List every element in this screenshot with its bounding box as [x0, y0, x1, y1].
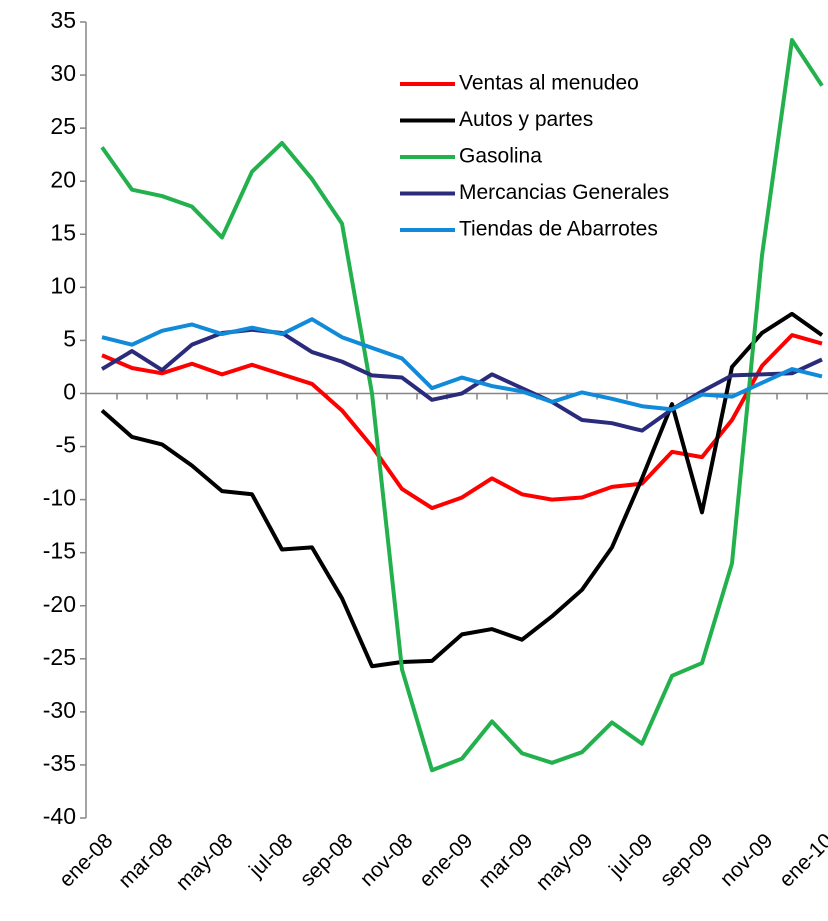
y-tick-label: -10 [43, 485, 76, 511]
x-tick-label: ene-08 [55, 829, 118, 892]
legend-label: Ventas al menudeo [459, 72, 639, 95]
x-tick-label: jul-09 [604, 829, 657, 882]
series-line [101, 333, 823, 511]
y-tick-label: -35 [43, 750, 76, 776]
series-line [100, 311, 824, 669]
legend-label: Gasolina [459, 145, 542, 168]
x-tick-label: ene-09 [415, 829, 478, 892]
y-tick-label: -15 [43, 538, 76, 564]
x-tick-label: mar-08 [114, 829, 177, 892]
y-tick-label: -5 [56, 432, 76, 458]
legend-label: Autos y partes [459, 108, 593, 131]
y-tick-label: -25 [43, 644, 76, 670]
y-tick-label: 25 [50, 113, 76, 139]
x-tick-label: mar-09 [474, 829, 537, 892]
y-tick-label: 0 [63, 379, 76, 405]
x-tick-label: may-08 [172, 829, 238, 895]
x-tick-label: ene-10 [775, 829, 828, 892]
series-line [100, 38, 824, 773]
x-tick-label: nov-08 [356, 829, 418, 891]
legend-label: Tiendas de Abarrotes [459, 218, 658, 241]
y-tick-label: -30 [43, 697, 76, 723]
x-tick-label: nov-09 [716, 829, 778, 891]
y-tick-label: 10 [50, 272, 76, 298]
y-tick-label: 35 [50, 7, 76, 33]
x-tick-label: sep-08 [296, 829, 358, 891]
y-tick-label: -40 [43, 803, 76, 829]
legend-label: Mercancias Generales [459, 181, 669, 204]
series-line [100, 327, 823, 433]
y-tick-label: 20 [50, 166, 76, 192]
x-tick-label: sep-09 [656, 829, 718, 891]
y-tick-label: 30 [50, 60, 76, 86]
series-line [101, 317, 823, 412]
x-tick-label: jul-08 [244, 829, 297, 882]
y-tick-label: 5 [63, 325, 76, 351]
x-tick-label: may-09 [532, 829, 598, 895]
y-tick-label: 15 [50, 219, 76, 245]
y-tick-label: -20 [43, 591, 76, 617]
